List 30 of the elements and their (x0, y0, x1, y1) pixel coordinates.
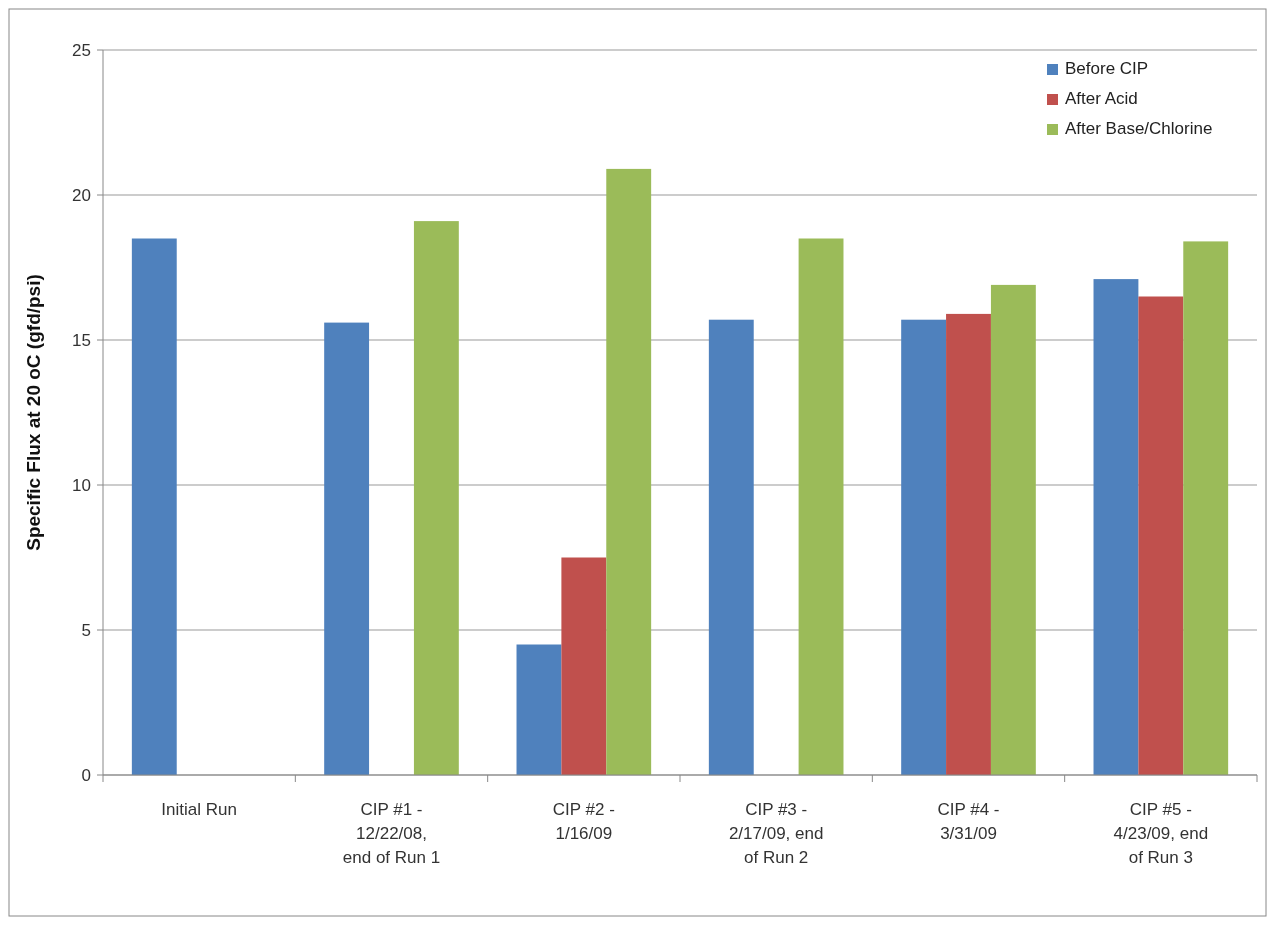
y-tick-label: 20 (72, 185, 91, 205)
x-tick-label: CIP #2 - 1/16/09 (552, 800, 615, 843)
y-axis-title: Specific Flux at 20 oC (gfd/psi) (23, 274, 44, 551)
bar (946, 313, 991, 775)
bar (798, 238, 844, 775)
y-tick-label: 15 (72, 330, 91, 350)
bar (413, 221, 459, 775)
bar (1183, 241, 1229, 775)
legend-label: After Base/Chlorine (1065, 119, 1213, 138)
bar (516, 644, 562, 775)
bar (1093, 279, 1139, 775)
bar (131, 238, 177, 775)
bar (990, 284, 1036, 775)
y-tick-label: 25 (72, 40, 91, 60)
y-tick-label: 5 (81, 620, 91, 640)
legend-label: After Acid (1065, 89, 1138, 108)
y-tick-label: 10 (72, 475, 91, 495)
bar (708, 319, 754, 775)
bar (324, 322, 370, 775)
bar (606, 168, 652, 775)
x-tick-label: CIP #1 - 12/22/08, end of Run 1 (342, 800, 441, 867)
legend-label: Before CIP (1065, 59, 1149, 78)
bar (1138, 296, 1184, 775)
bar (561, 557, 607, 775)
y-tick-label: 0 (81, 765, 91, 785)
x-tick-label: CIP #3 - 2/17/09, end of Run 2 (728, 800, 824, 867)
x-tick-label: CIP #5 - 4/23/09, end of Run 3 (1113, 800, 1209, 867)
x-tick-label: Initial Run (161, 800, 237, 819)
bar (901, 319, 947, 775)
x-tick-label: CIP #4 - 3/31/09 (937, 800, 1000, 843)
